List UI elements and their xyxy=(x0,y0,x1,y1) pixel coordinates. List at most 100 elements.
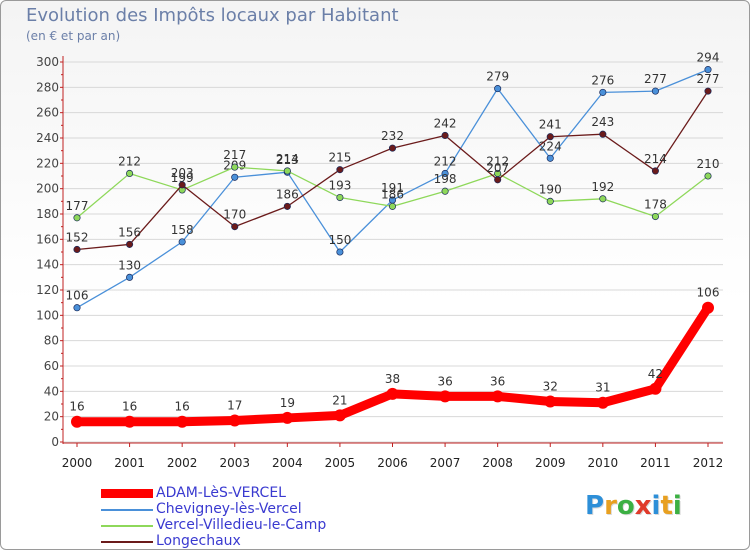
data-label: 186 xyxy=(276,187,299,201)
data-label: 215 xyxy=(328,151,351,165)
data-label: 294 xyxy=(697,51,720,65)
x-tick-label: 2002 xyxy=(167,456,198,470)
data-label: 156 xyxy=(118,225,141,239)
y-tick-label: 200 xyxy=(36,182,59,196)
data-point xyxy=(441,131,449,140)
series-longechaux: 152 156 203 170 186 215 232 242 207 241 243 214 277 xyxy=(66,72,719,254)
data-label: 232 xyxy=(381,129,404,143)
data-label: 16 xyxy=(122,400,137,414)
x-tick-label: 2012 xyxy=(693,456,724,470)
data-label: 203 xyxy=(171,166,194,180)
series-adam-l-s-vercel: 16 16 16 17 19 21 38 36 36 32 31 42 106 xyxy=(69,286,719,428)
data-point xyxy=(388,202,397,210)
data-point xyxy=(126,273,134,281)
data-label: 16 xyxy=(175,400,190,414)
proxiti-logo: Proxiti xyxy=(585,491,682,521)
data-point xyxy=(704,66,712,74)
x-tick-label: 2011 xyxy=(640,456,671,470)
legend-label: Vercel-Villedieu-le-Camp xyxy=(156,517,327,533)
data-point xyxy=(73,245,81,254)
data-label: 42 xyxy=(648,367,663,381)
y-tick-label: 40 xyxy=(44,384,59,398)
data-point xyxy=(599,88,607,96)
data-label: 36 xyxy=(437,374,452,388)
data-point xyxy=(546,154,554,162)
data-point xyxy=(178,181,186,189)
x-tick-label: 2006 xyxy=(377,456,408,470)
grid-lines xyxy=(63,61,723,443)
data-point xyxy=(333,409,346,422)
x-tick-label: 2005 xyxy=(325,456,356,470)
data-point xyxy=(283,202,291,210)
legend-label: Chevigney-lès-Vercel xyxy=(156,501,302,517)
data-label: 177 xyxy=(66,199,89,213)
x-tick-label: 2003 xyxy=(219,456,250,470)
y-tick-label: 60 xyxy=(44,359,59,373)
legend-swatch xyxy=(101,525,153,527)
data-label: 170 xyxy=(223,208,246,222)
data-label: 106 xyxy=(697,286,720,300)
data-point xyxy=(441,187,449,195)
x-tick-label: 2007 xyxy=(430,456,461,470)
data-label: 190 xyxy=(539,182,562,196)
data-point xyxy=(228,414,241,427)
line-chart: 0 20 40 60 80 100 120 140 160 180 200 220 240 260 280 3… xyxy=(36,51,724,470)
data-label: 210 xyxy=(697,157,720,171)
data-point xyxy=(599,195,607,203)
data-point xyxy=(283,167,291,175)
data-point xyxy=(651,212,659,221)
series-line xyxy=(72,303,713,427)
data-label: 32 xyxy=(543,379,558,393)
data-point xyxy=(126,240,134,248)
data-label: 152 xyxy=(66,230,89,244)
data-label: 242 xyxy=(434,116,457,130)
data-point xyxy=(388,144,397,152)
data-point xyxy=(704,87,712,95)
data-point xyxy=(491,390,504,403)
data-point xyxy=(336,166,344,174)
data-point xyxy=(704,172,712,180)
data-point xyxy=(494,85,502,93)
data-label: 150 xyxy=(328,233,351,247)
data-point xyxy=(281,411,294,424)
x-tick-label: 2001 xyxy=(114,456,145,470)
data-label: 178 xyxy=(644,198,667,212)
data-label: 106 xyxy=(66,289,89,303)
data-label: 193 xyxy=(328,179,351,193)
data-label: 198 xyxy=(434,172,457,186)
y-tick-label: 280 xyxy=(36,80,59,94)
x-tick-label: 2009 xyxy=(535,456,566,470)
data-label: 192 xyxy=(591,180,614,194)
data-point xyxy=(336,193,344,202)
y-tick-label: 0 xyxy=(51,435,59,449)
x-tick-label: 2010 xyxy=(588,456,619,470)
y-tick-label: 180 xyxy=(36,207,59,221)
data-label: 214 xyxy=(644,152,667,166)
y-tick-label: 20 xyxy=(44,410,59,424)
data-point xyxy=(596,396,609,409)
y-tick-label: 100 xyxy=(36,308,59,322)
data-label: 21 xyxy=(332,393,347,407)
data-point xyxy=(231,223,239,231)
data-point xyxy=(439,390,452,403)
data-label: 199 xyxy=(171,171,194,185)
data-point xyxy=(651,87,659,95)
data-point xyxy=(441,169,449,178)
data-point xyxy=(649,382,662,395)
data-label: 241 xyxy=(539,118,562,132)
y-tick-label: 120 xyxy=(36,283,59,297)
data-point xyxy=(71,415,83,428)
data-label: 158 xyxy=(171,223,194,237)
legend-swatch xyxy=(101,489,153,498)
data-label: 16 xyxy=(69,400,84,414)
data-label: 212 xyxy=(434,154,457,168)
data-point xyxy=(599,130,607,138)
x-tick-label: 2000 xyxy=(62,456,93,470)
data-label: 276 xyxy=(591,73,614,87)
y-tick-label: 260 xyxy=(36,106,59,120)
data-label: 36 xyxy=(490,374,505,388)
data-label: 38 xyxy=(385,372,400,386)
legend-label: ADAM-LèS-VERCEL xyxy=(156,485,286,501)
data-label: 212 xyxy=(118,154,141,168)
y-tick-label: 300 xyxy=(36,55,59,69)
